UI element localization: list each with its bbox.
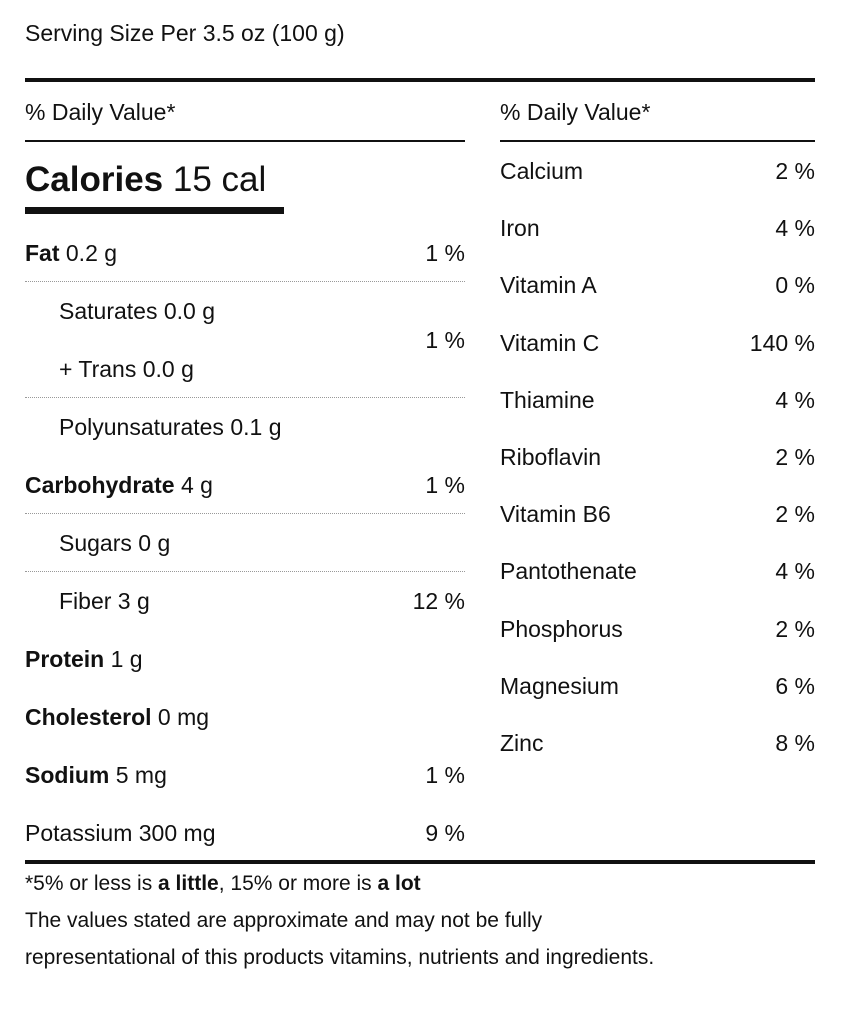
- nutrient-name: Vitamin B6: [500, 501, 611, 528]
- nutrient-name: Potassium: [25, 820, 133, 846]
- nutrient-name: Magnesium: [500, 672, 619, 699]
- nutrient-name: Saturates: [59, 298, 158, 324]
- nutrient-name: Fiber: [59, 588, 112, 614]
- divider: [25, 281, 465, 282]
- nutrient: Saturates 0.0 g: [59, 296, 215, 326]
- nutrient-amount: 300 mg: [138, 820, 216, 846]
- nutrient-name: Riboflavin: [500, 444, 601, 470]
- nutrient-name: Pantothenate: [500, 558, 637, 585]
- daily-value: 2 %: [775, 615, 815, 642]
- nutrient: Cholesterol 0 mg: [25, 702, 209, 732]
- daily-value: 8 %: [775, 730, 815, 756]
- calories-rule: [25, 207, 284, 214]
- nutrient-name: Iron: [500, 215, 540, 242]
- note-line: representational of this products vitami…: [25, 945, 655, 969]
- legend-part: , 15% or more is: [218, 872, 378, 895]
- daily-value: 1 %: [425, 240, 465, 266]
- nutrient-amount: 0 mg: [157, 704, 210, 730]
- divider: [25, 513, 465, 514]
- nutrient-name: Sodium: [25, 762, 110, 788]
- nutrient-name: Phosphorus: [500, 615, 623, 642]
- nutrient: + Trans 0.0 g: [59, 354, 194, 384]
- nutrient: Polyunsaturates 0.1 g: [59, 412, 281, 442]
- nutrient-amount: 3 g: [117, 588, 150, 614]
- bottom-rule: [25, 860, 815, 864]
- nutrient: Potassium 300 mg: [25, 818, 215, 848]
- nutrient-amount: 5 mg: [115, 762, 167, 788]
- daily-value: 12 %: [412, 588, 465, 614]
- nutrient-amount: 4 g: [180, 472, 213, 498]
- left-header: % Daily Value*: [25, 99, 176, 125]
- daily-value: 9 %: [425, 820, 465, 846]
- nutrient-name: Fat: [25, 240, 60, 266]
- nutrient-name: Sugars: [59, 530, 132, 556]
- divider: [25, 397, 465, 398]
- daily-value: 2 %: [775, 444, 815, 470]
- nutrient-name: Vitamin A: [500, 272, 597, 299]
- nutrient-amount: 0 g: [138, 530, 171, 556]
- nutrient-name: Thiamine: [500, 386, 595, 413]
- nutrient-amount: 0.1 g: [230, 414, 282, 440]
- nutrient-amount: 1 g: [110, 646, 143, 672]
- nutrient: Fiber 3 g: [59, 586, 150, 616]
- nutrient-name: Polyunsaturates: [59, 414, 224, 440]
- daily-value: 1 %: [425, 472, 465, 498]
- nutrient-name: Vitamin C: [500, 329, 600, 356]
- nutrient: Sodium 5 mg: [25, 760, 167, 790]
- nutrient: Fat 0.2 g: [25, 238, 117, 268]
- left-header-rule: [25, 140, 465, 142]
- nutrient-name: Calcium: [500, 158, 584, 184]
- nutrient-name: Carbohydrate: [25, 472, 175, 498]
- daily-value: 2 %: [775, 501, 815, 528]
- daily-value: 140 %: [749, 329, 815, 356]
- legend: *5% or less is a little, 15% or more is …: [25, 869, 421, 899]
- daily-value: 4 %: [775, 386, 815, 413]
- right-header-rule: [500, 140, 815, 142]
- daily-value: 2 %: [775, 158, 815, 184]
- nutrient-name: + Trans: [59, 356, 137, 382]
- right-header: % Daily Value*: [500, 99, 651, 125]
- daily-value: 1 %: [425, 327, 465, 353]
- note-line: The values stated are approximate and ma…: [25, 909, 543, 932]
- nutrient: Carbohydrate 4 g: [25, 470, 213, 500]
- nutrient-name: Protein: [25, 646, 105, 672]
- nutrient: Protein 1 g: [25, 644, 143, 674]
- legend-part: a lot: [377, 872, 421, 895]
- daily-value: 0 %: [775, 272, 815, 299]
- daily-value: 4 %: [775, 558, 815, 585]
- calories: Calories 15 cal: [25, 160, 266, 200]
- nutrient-amount: 0.0 g: [142, 356, 194, 382]
- top-rule: [25, 78, 815, 82]
- calories-value: 15 cal: [172, 160, 267, 199]
- daily-value: 1 %: [425, 762, 465, 788]
- nutrient-name: Cholesterol: [25, 704, 152, 730]
- divider: [25, 571, 465, 572]
- daily-value: 6 %: [775, 672, 815, 699]
- calories-label: Calories: [25, 160, 164, 199]
- serving-size: Serving Size Per 3.5 oz (100 g): [25, 20, 345, 46]
- nutrient-name: Zinc: [500, 730, 544, 756]
- nutrient: Sugars 0 g: [59, 528, 170, 558]
- legend-part: *5% or less is: [25, 872, 159, 895]
- daily-value: 4 %: [775, 215, 815, 242]
- nutrient-amount: 0.0 g: [163, 298, 215, 324]
- legend-part: a little: [158, 872, 219, 895]
- nutrient-amount: 0.2 g: [65, 240, 118, 266]
